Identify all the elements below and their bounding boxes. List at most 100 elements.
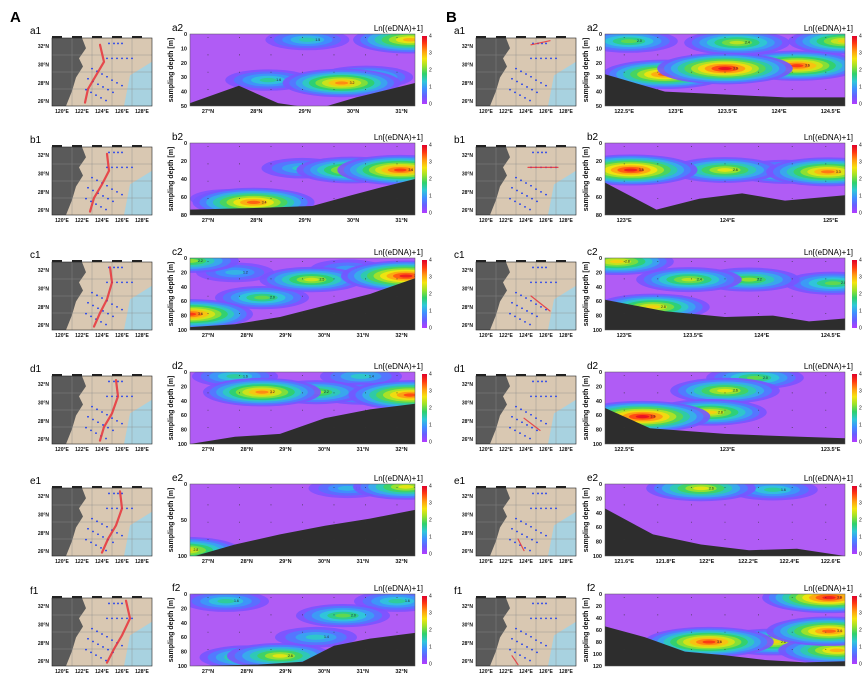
sample-point	[239, 278, 240, 280]
station-dot	[545, 308, 547, 311]
sample-point	[724, 278, 726, 280]
station-dot	[540, 281, 542, 284]
sample-point	[396, 631, 398, 633]
y-tick-label: 100	[593, 328, 602, 334]
sample-point	[270, 392, 272, 394]
station-dot	[516, 418, 518, 421]
map-border	[536, 36, 546, 38]
lat-tick-label: 28°N	[38, 531, 50, 537]
colorbar-title: Ln[(eDNA)+1]	[804, 584, 853, 593]
station-dot	[540, 617, 542, 620]
sample-point	[825, 375, 827, 377]
sample-point	[365, 295, 366, 297]
lon-tick-label: 122°E	[75, 669, 89, 675]
map-border	[496, 596, 506, 598]
sample-point	[365, 197, 366, 199]
lon-tick-label: 126°E	[115, 669, 129, 675]
colorbar-tick-label: 3	[859, 51, 862, 57]
lon-tick-label: 126°E	[539, 447, 553, 453]
map-frame	[475, 487, 577, 557]
sample-point	[690, 146, 692, 148]
station-dot	[531, 312, 533, 315]
colorbar-tick-label: 1	[859, 194, 862, 200]
station-dot	[509, 197, 511, 200]
station-dot	[87, 77, 89, 80]
station-dot	[524, 656, 526, 659]
sample-point	[657, 71, 659, 73]
map-deep-water	[124, 285, 152, 330]
sample-point	[365, 163, 366, 165]
colorbar-tick-label: 2	[429, 292, 432, 298]
plot-frame	[189, 33, 416, 107]
sample-point	[207, 409, 209, 411]
station-dot	[105, 323, 107, 326]
contour-value-label: 2.2	[757, 278, 762, 282]
sample-point	[657, 278, 659, 280]
transect-line	[511, 655, 519, 666]
sample-point	[690, 487, 692, 489]
station-dot	[102, 195, 104, 197]
sample-point	[396, 37, 398, 39]
colorbar-tick-label: 4	[859, 258, 862, 264]
x-tick-label: 124°E	[771, 109, 786, 115]
sample-point	[365, 180, 366, 182]
x-tick-label: 31°N	[395, 218, 407, 224]
sample-point	[690, 180, 692, 182]
map-border	[516, 596, 526, 598]
y-tick-label: 20	[181, 159, 187, 165]
station-dot	[540, 507, 542, 510]
contour-value-label: 2.6	[733, 168, 738, 172]
colorbar-title: Ln[(eDNA)+1]	[374, 248, 423, 257]
sample-point	[239, 163, 240, 165]
station-dot	[536, 651, 538, 654]
sample-point	[302, 312, 303, 314]
sample-point	[207, 614, 209, 616]
x-tick-label: 31°N	[357, 333, 369, 339]
sample-point	[690, 538, 692, 540]
map-panel-label: a1	[454, 26, 466, 37]
x-tick-label: 122.5°E	[614, 109, 634, 115]
station-dot	[530, 525, 532, 528]
colorbar-tick-label: 1	[859, 645, 862, 651]
contour-value-label: 1.6	[243, 374, 248, 378]
plot-area: 1.41.61.62.02.22.6	[190, 594, 415, 666]
chart-panel-label: b2	[172, 132, 184, 143]
station-dot	[117, 42, 119, 45]
map-border	[112, 260, 122, 262]
sample-point	[365, 631, 366, 633]
contour-blob	[620, 39, 638, 44]
chart-panel-label: e2	[172, 473, 184, 484]
y-tick-label: 20	[181, 606, 187, 612]
sample-point	[791, 180, 793, 182]
map-border	[62, 36, 72, 38]
sample-point	[207, 295, 209, 297]
contour-blob	[824, 281, 842, 286]
y-tick-label: 80	[181, 428, 187, 434]
map-border	[516, 145, 526, 147]
sample-point	[239, 409, 240, 411]
lon-tick-label: 124°E	[95, 333, 109, 339]
lon-tick-label: 128°E	[559, 109, 573, 115]
sample-point	[333, 163, 335, 165]
map-border	[142, 374, 152, 376]
sample-point	[724, 146, 726, 148]
sample-point	[825, 312, 827, 314]
lon-tick-label: 120°E	[55, 218, 69, 224]
sample-point	[207, 163, 209, 165]
y-tick-label: 40	[181, 90, 187, 96]
lon-tick-label: 124°E	[519, 447, 533, 453]
x-tick-label: 27°N	[202, 669, 214, 675]
station-dot	[545, 42, 547, 45]
lon-tick-label: 122°E	[499, 218, 513, 224]
station-dot	[126, 617, 128, 620]
lon-tick-label: 126°E	[115, 333, 129, 339]
lat-tick-label: 30°N	[38, 401, 50, 407]
sample-point	[724, 597, 726, 599]
x-tick-label: 125°E	[823, 218, 838, 224]
station-dot	[521, 421, 523, 424]
colorbar-title: Ln[(eDNA)+1]	[374, 474, 423, 483]
sample-point	[791, 197, 793, 199]
station-map-1-5: 32°N 30°N 28°N 26°N 120°E 122°E 124°E 126°E 128°…	[454, 586, 577, 675]
station-dot	[516, 80, 518, 83]
sample-point	[623, 163, 625, 165]
